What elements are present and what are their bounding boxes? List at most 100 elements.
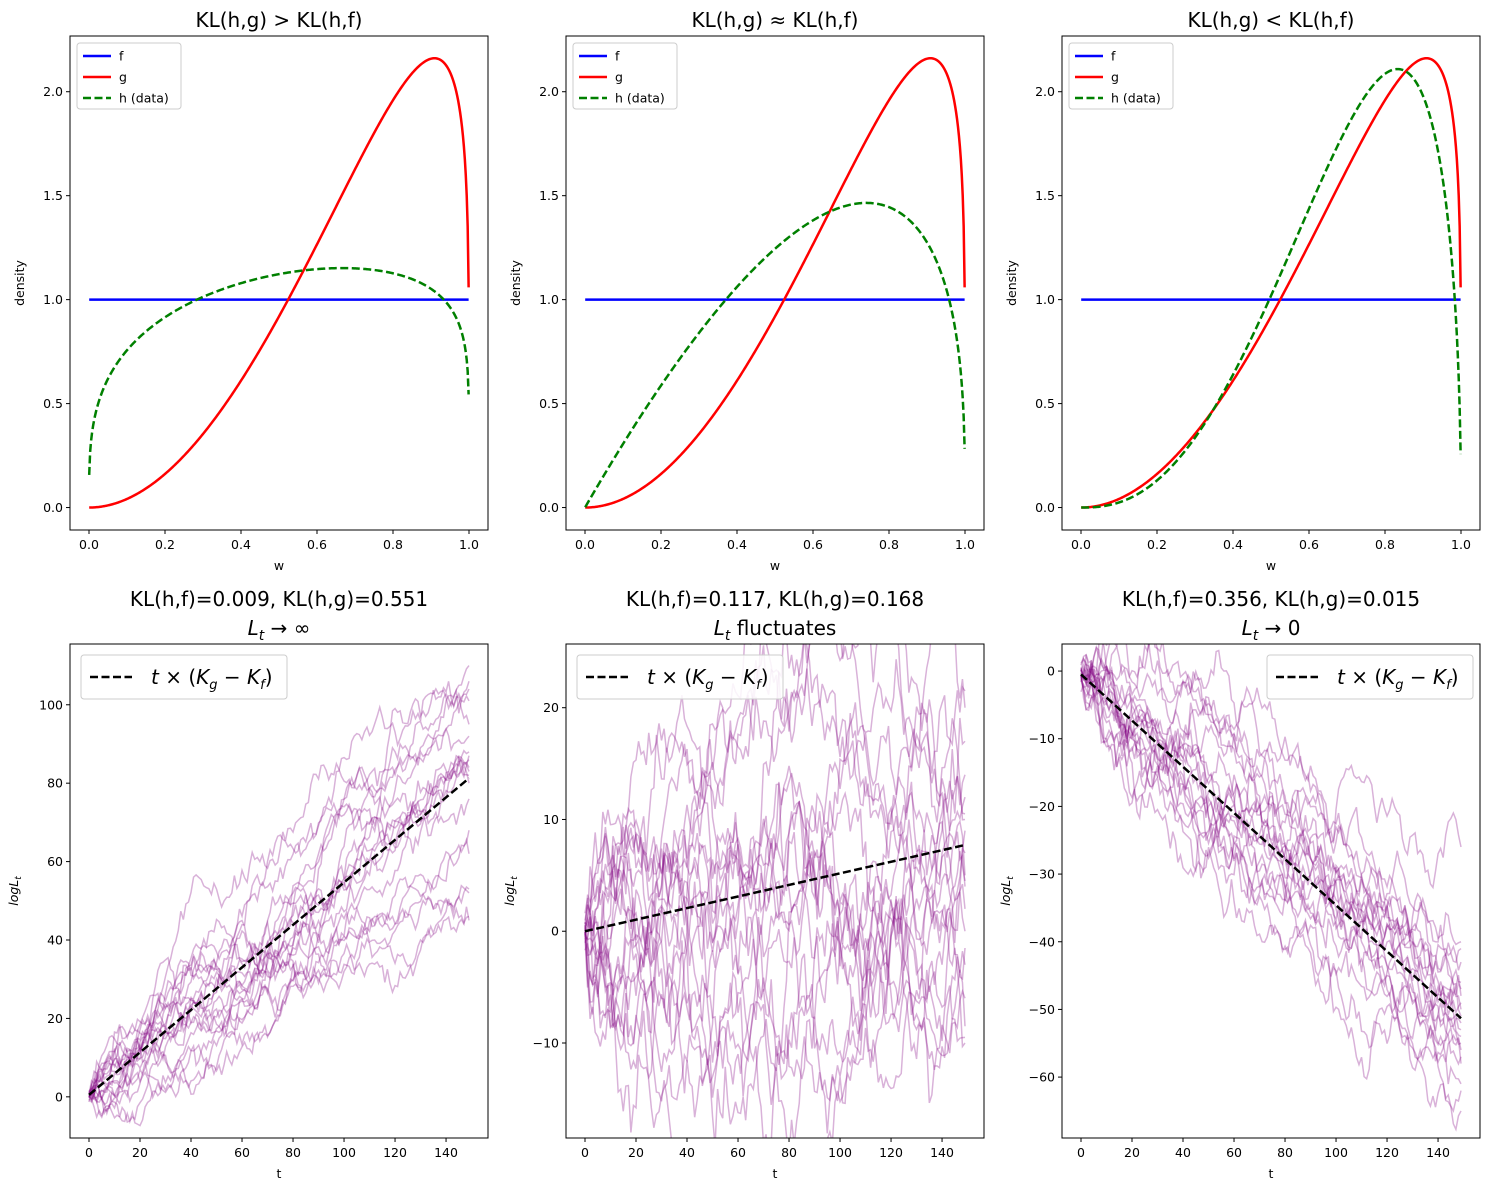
y-tick-label: 20 xyxy=(543,700,559,715)
sample-path xyxy=(584,644,966,1019)
trend-line xyxy=(88,777,470,1096)
sample-path xyxy=(584,869,966,1098)
x-tick-label: 1.0 xyxy=(1451,537,1471,552)
legend-label: g xyxy=(119,70,127,85)
series-g-line xyxy=(585,56,966,509)
legend-label: h (data) xyxy=(119,91,169,106)
sample-path xyxy=(1080,675,1462,1024)
y-tick-label: 10 xyxy=(543,812,559,827)
y-axis-label: logLt xyxy=(998,876,1016,906)
y-tick-label: 0.0 xyxy=(539,500,559,515)
x-tick-label: 60 xyxy=(234,1145,250,1160)
legend: t × (Kg − Kf) xyxy=(576,654,784,700)
legend-label: t × (Kg − Kf) xyxy=(647,665,769,693)
x-tick-label: 0.2 xyxy=(1147,537,1167,552)
plot-area xyxy=(1081,56,1462,509)
panel-3: 0.0 0.2 0.4 0.6 0.8 1.0 0.0 0.5 1.0 1.5 2.0 w densit… xyxy=(1004,8,1481,573)
y-axis-label: logLt xyxy=(6,876,24,906)
y-tick-label: 0.5 xyxy=(1035,396,1055,411)
series-g-line xyxy=(89,56,470,509)
chart-title: KL(h,g) > KL(h,f) xyxy=(195,8,362,32)
legend: t × (Kg − Kf) xyxy=(1266,654,1474,700)
sample-path xyxy=(584,774,966,1018)
sample-path xyxy=(584,644,966,1138)
x-tick-label: 80 xyxy=(285,1145,301,1160)
sample-path xyxy=(1080,668,1462,1062)
axes-frame xyxy=(565,35,985,531)
chart-title: KL(h,f)=0.117, KL(h,g)=0.168 xyxy=(626,587,924,611)
axes-frame xyxy=(565,643,985,1139)
panel-1: 0.0 0.2 0.4 0.6 0.8 1.0 0.0 0.5 1.0 1.5 2.0 w densit… xyxy=(12,8,489,573)
panel-4: 0 20 40 60 80 100 120 140 0 20 40 60 80 100 t logLt KL(h… xyxy=(6,587,489,1181)
sample-path xyxy=(584,845,966,1138)
sample-path xyxy=(88,681,470,1099)
y-tick-label: 20 xyxy=(47,1011,63,1026)
sample-path xyxy=(88,756,470,1124)
y-tick-label: −10 xyxy=(1029,731,1055,746)
x-tick-label: 0 xyxy=(581,1145,589,1160)
y-tick-label: −20 xyxy=(1029,799,1055,814)
legend-frame xyxy=(76,42,182,110)
chart-title: KL(h,f)=0.009, KL(h,g)=0.551 xyxy=(130,587,428,611)
chart-subtitle: Lt → ∞ xyxy=(248,616,311,644)
x-tick-label: 80 xyxy=(1277,1145,1293,1160)
y-tick-label: 0.0 xyxy=(1035,500,1055,515)
trend-line xyxy=(1080,673,1462,1020)
chart-subtitle: Lt → 0 xyxy=(1242,616,1301,644)
trend-line xyxy=(584,843,966,933)
x-axis-label: t xyxy=(773,1166,778,1181)
x-tick-label: 0.6 xyxy=(803,537,823,552)
x-tick-label: 0.6 xyxy=(1299,537,1319,552)
x-tick-label: 120 xyxy=(1375,1145,1399,1160)
legend-frame xyxy=(572,42,678,110)
panel-2: 0.0 0.2 0.4 0.6 0.8 1.0 0.0 0.5 1.0 1.5 2.0 w densit… xyxy=(508,8,985,573)
x-tick-label: 140 xyxy=(1426,1145,1450,1160)
y-tick-label: 0.5 xyxy=(43,396,63,411)
sample-path xyxy=(1080,672,1462,1081)
sample-path xyxy=(584,824,966,1138)
sample-path xyxy=(1080,679,1462,1049)
legend-label: h (data) xyxy=(615,91,665,106)
sample-path xyxy=(584,702,966,956)
sample-path xyxy=(1080,662,1462,1085)
x-tick-label: 1.0 xyxy=(955,537,975,552)
y-tick-label: 0.5 xyxy=(539,396,559,411)
axes-frame xyxy=(1061,643,1481,1139)
x-tick-label: 0.0 xyxy=(1071,537,1091,552)
plot-area xyxy=(584,644,966,1138)
x-axis-label: t xyxy=(1269,1166,1274,1181)
x-tick-label: 100 xyxy=(828,1145,852,1160)
x-tick-label: 0.4 xyxy=(1223,537,1243,552)
y-tick-label: 1.0 xyxy=(1035,292,1055,307)
y-tick-label: −30 xyxy=(1029,867,1055,882)
legend-label: h (data) xyxy=(1111,91,1161,106)
x-tick-label: 20 xyxy=(132,1145,148,1160)
sample-path xyxy=(1080,675,1462,1017)
y-tick-label: 1.5 xyxy=(1035,188,1055,203)
x-tick-label: 40 xyxy=(679,1145,695,1160)
sample-path xyxy=(1080,669,1462,959)
x-axis-label: w xyxy=(1266,558,1276,573)
sample-path xyxy=(1080,665,1462,1038)
series-hdata-line xyxy=(1081,67,1462,509)
x-tick-label: 20 xyxy=(628,1145,644,1160)
x-tick-label: 0.2 xyxy=(651,537,671,552)
sample-path xyxy=(88,755,470,1127)
x-tick-label: 120 xyxy=(879,1145,903,1160)
sample-path xyxy=(1080,669,1462,1015)
legend-label: f xyxy=(1111,49,1116,64)
y-tick-label: −50 xyxy=(1029,1002,1055,1017)
x-tick-label: 100 xyxy=(1324,1145,1348,1160)
y-tick-label: 1.5 xyxy=(539,188,559,203)
sample-path xyxy=(584,748,966,1133)
sample-path xyxy=(88,763,470,1097)
y-axis-label: density xyxy=(12,259,27,305)
legend-frame xyxy=(576,654,784,700)
legend-frame xyxy=(1266,654,1474,700)
y-tick-label: 40 xyxy=(47,933,63,948)
legend-frame xyxy=(80,654,288,700)
y-tick-label: 2.0 xyxy=(539,84,559,99)
x-tick-label: 0 xyxy=(1077,1145,1085,1160)
chart-subtitle: Lt fluctuates xyxy=(714,616,837,644)
sample-path xyxy=(584,740,966,1003)
